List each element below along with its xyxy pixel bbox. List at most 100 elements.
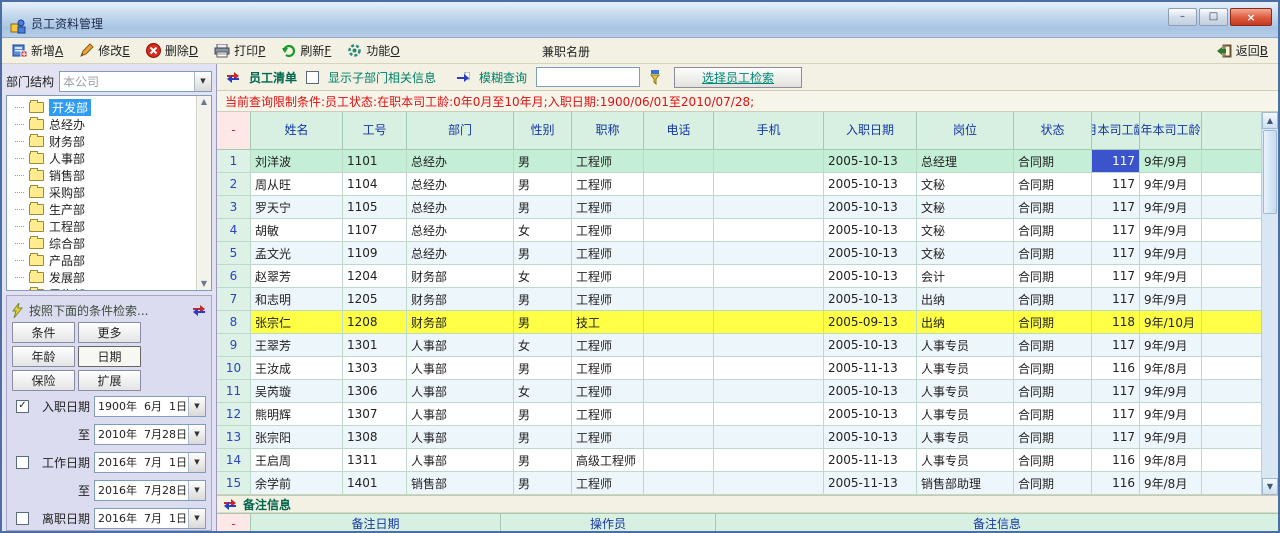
table-cell[interactable]: 2005-10-13: [824, 265, 917, 288]
table-cell[interactable]: 1308: [343, 426, 407, 449]
table-row[interactable]: 3 罗天宁 1105 总经办男工程师 2005-10-13 文秘 合同期 117 9年/9月: [217, 196, 1261, 219]
date-combo[interactable]: 2016年 7月 1日 ▼: [94, 507, 206, 529]
table-cell[interactable]: 9年/9月: [1140, 196, 1202, 219]
table-cell[interactable]: 1306: [343, 380, 407, 403]
table-cell[interactable]: 人事专员: [917, 334, 1014, 357]
table-cell[interactable]: 1401: [343, 472, 407, 495]
table-cell[interactable]: [644, 219, 714, 242]
remarks-column-header[interactable]: 操作员: [501, 513, 716, 531]
table-cell[interactable]: 2005-10-13: [824, 196, 917, 219]
table-cell[interactable]: 116: [1092, 449, 1140, 472]
table-cell[interactable]: 工程师: [572, 150, 644, 173]
filter-button[interactable]: 保险: [12, 370, 75, 391]
column-header[interactable]: 电话: [644, 112, 714, 150]
table-cell[interactable]: 文秘: [917, 196, 1014, 219]
table-cell[interactable]: [714, 472, 824, 495]
table-cell[interactable]: 1105: [343, 196, 407, 219]
table-cell[interactable]: 合同期: [1014, 173, 1092, 196]
table-cell[interactable]: 1104: [343, 173, 407, 196]
subdept-checkbox-label[interactable]: 显示子部门相关信息: [328, 70, 437, 85]
tree-item-dept[interactable]: 工程部: [15, 218, 211, 235]
tree-item-dept[interactable]: 财务部: [15, 133, 211, 150]
table-cell[interactable]: 工程师: [572, 219, 644, 242]
table-row[interactable]: 8 张宗仁 1208 财务部男技工 2005-09-13 出纳 合同期 118 9年/10月: [217, 311, 1261, 334]
table-cell[interactable]: 王翠芳: [251, 334, 343, 357]
table-cell[interactable]: 2005-11-13: [824, 449, 917, 472]
table-cell[interactable]: 人事部: [407, 403, 514, 426]
tree-item-dept[interactable]: 生产部: [15, 201, 211, 218]
company-select[interactable]: 本公司 ▼: [59, 70, 212, 92]
table-cell[interactable]: 1301: [343, 334, 407, 357]
table-cell[interactable]: 9年/9月: [1140, 288, 1202, 311]
checkbox[interactable]: ✓: [16, 399, 29, 413]
scroll-up-icon[interactable]: ▲: [200, 97, 208, 106]
table-cell[interactable]: 2005-11-13: [824, 357, 917, 380]
tree-scrollbar[interactable]: ▲ ▼: [196, 96, 211, 290]
date-combo[interactable]: 1900年 6月 1日 ▼: [94, 395, 206, 417]
table-row[interactable]: 4 胡敏 1107 总经办女工程师 2005-10-13 文秘 合同期 117 9年/9月: [217, 219, 1261, 242]
table-cell[interactable]: 人事部: [407, 380, 514, 403]
toolbar-delete-button[interactable]: 删除D: [145, 42, 198, 59]
table-cell[interactable]: 1109: [343, 242, 407, 265]
table-cell[interactable]: 销售部: [407, 472, 514, 495]
table-cell[interactable]: 财务部: [407, 265, 514, 288]
table-cell[interactable]: 1204: [343, 265, 407, 288]
table-cell[interactable]: 文秘: [917, 219, 1014, 242]
table-cell[interactable]: 王启周: [251, 449, 343, 472]
chevron-down-icon[interactable]: ▼: [188, 452, 205, 472]
subdept-checkbox[interactable]: [306, 70, 320, 84]
table-cell[interactable]: 张宗仁: [251, 311, 343, 334]
table-cell[interactable]: 人事部: [407, 334, 514, 357]
table-cell[interactable]: 文秘: [917, 173, 1014, 196]
table-row[interactable]: 2 周从旺 1104 总经办男工程师 2005-10-13 文秘 合同期 117 9年/9月: [217, 173, 1261, 196]
table-cell[interactable]: 工程师: [572, 334, 644, 357]
column-header[interactable]: -: [217, 112, 251, 150]
table-cell[interactable]: [714, 173, 824, 196]
toolbar-print-button[interactable]: 打印P: [214, 42, 265, 59]
table-cell[interactable]: 2005-10-13: [824, 380, 917, 403]
table-cell[interactable]: [714, 449, 824, 472]
table-cell[interactable]: 男: [514, 173, 572, 196]
table-cell[interactable]: 117: [1092, 288, 1140, 311]
tree-item-dept[interactable]: 人事部: [15, 150, 211, 167]
table-cell[interactable]: 财务部: [407, 311, 514, 334]
toolbar-edit-button[interactable]: 修改E: [79, 42, 130, 59]
table-cell[interactable]: 男: [514, 472, 572, 495]
column-header[interactable]: 岗位: [917, 112, 1014, 150]
table-cell[interactable]: [644, 334, 714, 357]
table-cell[interactable]: [644, 311, 714, 334]
table-cell[interactable]: 1101: [343, 150, 407, 173]
table-cell[interactable]: 合同期: [1014, 288, 1092, 311]
table-cell[interactable]: 1205: [343, 288, 407, 311]
table-cell[interactable]: 人事专员: [917, 380, 1014, 403]
table-cell[interactable]: [644, 449, 714, 472]
table-cell[interactable]: 女: [514, 380, 572, 403]
table-cell[interactable]: 2005-10-13: [824, 242, 917, 265]
table-row[interactable]: 1 刘洋波 1101 总经办男工程师 2005-10-13 总经理 合同期 117 9年/9月: [217, 150, 1261, 173]
table-cell[interactable]: 人事专员: [917, 403, 1014, 426]
minimize-button[interactable]: –: [1168, 8, 1197, 26]
close-button[interactable]: ×: [1230, 8, 1272, 26]
table-cell[interactable]: 2005-10-13: [824, 426, 917, 449]
remarks-column-header[interactable]: 备注信息: [716, 513, 1278, 531]
table-cell[interactable]: 118: [1092, 311, 1140, 334]
table-cell[interactable]: 人事专员: [917, 449, 1014, 472]
table-cell[interactable]: 工程师: [572, 265, 644, 288]
table-cell[interactable]: [644, 196, 714, 219]
table-cell[interactable]: 9年/9月: [1140, 173, 1202, 196]
table-cell[interactable]: 人事专员: [917, 426, 1014, 449]
fuzzy-search-input[interactable]: [536, 67, 641, 87]
table-cell[interactable]: 合同期: [1014, 403, 1092, 426]
chevron-down-icon[interactable]: ▼: [188, 480, 205, 500]
tree-item-dept[interactable]: 零售部: [15, 286, 211, 290]
tree-item-dept[interactable]: 总经办: [15, 116, 211, 133]
table-cell[interactable]: 熊明辉: [251, 403, 343, 426]
table-cell[interactable]: [644, 173, 714, 196]
chevron-down-icon[interactable]: ▼: [188, 508, 205, 528]
column-header[interactable]: 工号: [343, 112, 407, 150]
table-cell[interactable]: 男: [514, 150, 572, 173]
table-row[interactable]: 6 赵翠芳 1204 财务部女工程师 2005-10-13 会计 合同期 117 9年/9月: [217, 265, 1261, 288]
column-header[interactable]: 部门: [407, 112, 514, 150]
chevron-down-icon[interactable]: ▼: [188, 396, 205, 416]
table-cell[interactable]: 117: [1092, 196, 1140, 219]
